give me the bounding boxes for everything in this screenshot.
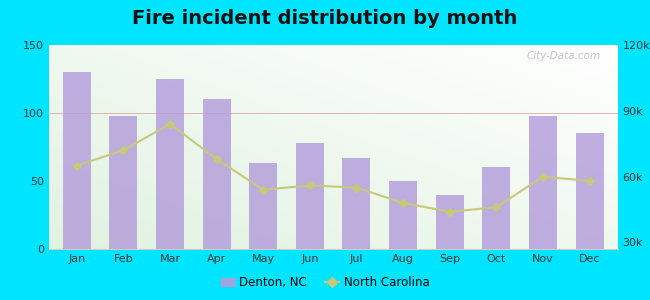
Legend: Denton, NC, North Carolina: Denton, NC, North Carolina	[216, 272, 434, 294]
Bar	[436, 195, 463, 249]
Bar	[389, 181, 417, 249]
Bar	[156, 79, 184, 249]
Text: City-Data.com: City-Data.com	[526, 51, 601, 61]
Bar	[482, 167, 510, 249]
Bar	[343, 158, 370, 249]
Bar	[296, 143, 324, 249]
Text: Fire incident distribution by month: Fire incident distribution by month	[133, 9, 517, 28]
Bar	[109, 116, 137, 249]
Bar	[63, 72, 91, 249]
Bar	[575, 134, 603, 249]
Bar	[203, 99, 231, 249]
Bar	[529, 116, 557, 249]
Bar	[249, 163, 277, 249]
